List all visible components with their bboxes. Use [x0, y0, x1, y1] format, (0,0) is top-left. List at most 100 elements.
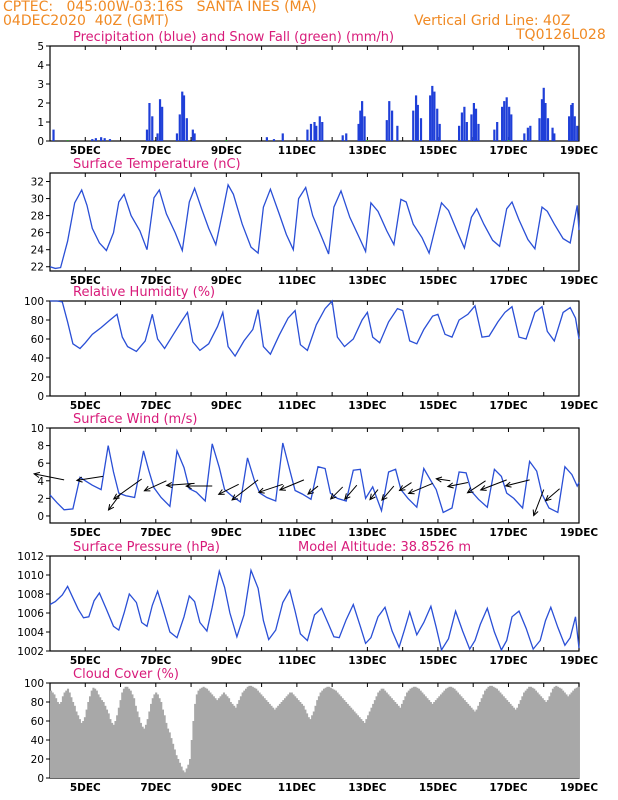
precip-bar	[576, 125, 579, 141]
cloud-bar	[548, 696, 551, 778]
wind-xtick-label: 15DEC	[419, 527, 458, 539]
snow-bar	[507, 140, 510, 141]
precip-bar	[145, 129, 149, 141]
cloud-bar	[333, 689, 336, 778]
cloud-bar	[563, 692, 566, 778]
cloud-bar	[299, 702, 302, 778]
cloud-bar	[78, 719, 81, 778]
cloud-bar	[355, 713, 358, 778]
cloud-xtick-label: 19DEC	[560, 782, 599, 794]
precip-bar	[470, 114, 473, 141]
cloud-bar	[331, 688, 334, 778]
cloud-bar	[360, 719, 363, 778]
cloud-bar	[501, 694, 504, 778]
precip-bar	[341, 135, 344, 141]
precip-bar	[359, 110, 362, 141]
cloud-bar	[475, 709, 478, 778]
cloud-bar	[326, 686, 329, 778]
cloud-bar	[516, 707, 519, 778]
temp-ytick-label: 26	[31, 228, 45, 240]
wind-arrow	[408, 482, 433, 494]
wind-ytick-label: 4	[37, 476, 44, 488]
cloud-bar	[75, 711, 78, 778]
cloud-bar	[183, 772, 187, 778]
rh-ytick-label: 20	[31, 372, 44, 384]
cloud-bar	[512, 707, 515, 778]
cloud-bar	[261, 696, 265, 778]
wind-arrow-head	[257, 487, 265, 494]
wind-arrow	[218, 483, 239, 495]
cloud-bar	[531, 687, 534, 778]
cloud-bar	[272, 707, 275, 778]
cloud-bar	[161, 709, 164, 778]
cloud-bar	[387, 694, 390, 778]
cloud-bar	[545, 702, 548, 778]
cloud-bar	[465, 702, 468, 778]
precip-bar	[357, 123, 360, 141]
precip-bar	[181, 91, 184, 141]
precip-ytick-label: 4	[37, 60, 44, 72]
cloud-bar	[158, 698, 161, 778]
cloud-bar	[377, 692, 380, 778]
cloud-bar	[175, 755, 178, 778]
cloud-bar	[385, 692, 388, 778]
wind-arrow	[436, 478, 451, 482]
precip-bar	[460, 112, 464, 141]
precip-ytick-label: 5	[37, 41, 44, 53]
wind-arrow-head	[75, 476, 83, 483]
cloud-bar	[358, 717, 361, 778]
wind-arrow-head	[479, 485, 487, 491]
cloud-bar	[433, 702, 436, 778]
cloud-bar	[484, 690, 487, 778]
cloud-bar	[482, 694, 485, 778]
rh-title: Relative Humidity (%)	[73, 285, 215, 300]
cloud-bar	[553, 686, 556, 778]
temp-ytick-label: 32	[31, 177, 44, 189]
cloud-bar	[473, 711, 476, 778]
cloud-bar	[314, 705, 317, 778]
cloud-bar	[556, 686, 560, 778]
cloud-bar	[61, 696, 64, 778]
cloud-bar	[263, 698, 266, 778]
cloud-bar	[173, 749, 176, 778]
cloud-bar	[238, 700, 241, 778]
precip-xtick-label: 9DEC	[211, 145, 242, 157]
precip-bar	[472, 103, 476, 141]
cloud-bar	[202, 686, 205, 778]
wind-arrow-head	[165, 481, 173, 489]
wind-arrow	[108, 493, 121, 511]
cloud-bar	[133, 698, 136, 778]
pressure-ytick-label: 1010	[17, 570, 44, 582]
cloud-bar	[260, 694, 263, 778]
precip-bar	[457, 125, 461, 141]
cloud-bar	[212, 696, 215, 778]
cloud-bar	[533, 688, 536, 778]
precip-bar	[570, 104, 573, 141]
cloud-bar	[116, 715, 119, 778]
cloud-bar	[267, 702, 270, 778]
cloud-bar	[126, 686, 129, 778]
cloud-bar	[139, 722, 142, 778]
cloud-bar	[204, 687, 207, 778]
temp-xtick-label: 5DEC	[70, 275, 101, 287]
cloud-bar	[572, 690, 575, 778]
cloud-bar	[94, 688, 97, 778]
cloud-bar	[63, 692, 66, 778]
cloud-bar	[205, 688, 209, 778]
cloud-bar	[72, 702, 75, 778]
cloud-bar	[129, 690, 132, 778]
precip-bar	[345, 133, 348, 141]
cloud-bar	[536, 692, 539, 778]
temp-xtick-label: 17DEC	[489, 275, 528, 287]
precip-bar	[281, 133, 284, 141]
cloud-bar	[311, 715, 314, 778]
cloud-bar	[172, 743, 175, 778]
cloud-bar	[109, 719, 112, 778]
cloud-bar	[127, 688, 131, 778]
cloud-bar	[99, 697, 102, 778]
precip-bar	[526, 127, 529, 141]
cloud-bar	[234, 707, 237, 778]
wind-arrow	[231, 479, 259, 501]
precip-ytick-label: 1	[37, 117, 44, 129]
